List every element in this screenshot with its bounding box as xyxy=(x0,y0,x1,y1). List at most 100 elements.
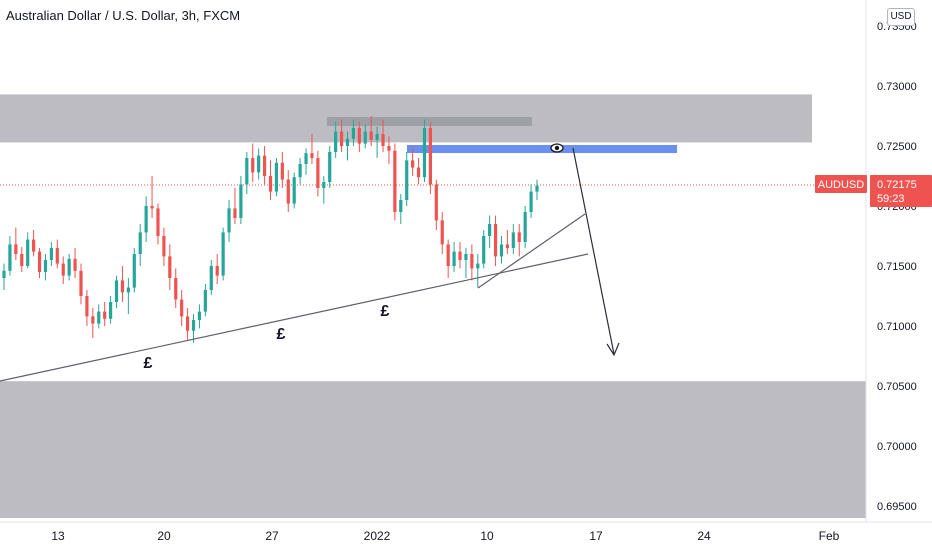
candle xyxy=(488,224,492,236)
trendline-long xyxy=(0,253,589,382)
candle xyxy=(180,299,184,317)
candle xyxy=(239,184,243,218)
candle xyxy=(262,155,267,176)
candle xyxy=(209,266,213,290)
candle xyxy=(43,260,48,272)
candle xyxy=(120,280,125,293)
candle xyxy=(351,128,356,139)
y-tick-label: 0.69500 xyxy=(877,501,917,513)
candle xyxy=(304,153,308,164)
candle xyxy=(452,251,456,266)
candle xyxy=(85,296,89,317)
candle xyxy=(393,150,397,212)
candle xyxy=(405,160,409,200)
candle xyxy=(446,244,450,266)
candle xyxy=(73,258,77,271)
candle xyxy=(251,158,255,173)
candle xyxy=(274,162,279,192)
x-tick-label: 20 xyxy=(157,529,171,543)
candle xyxy=(292,177,296,204)
candle xyxy=(529,191,533,212)
candle xyxy=(2,270,6,278)
candle xyxy=(493,224,498,257)
candle xyxy=(440,220,444,245)
candle xyxy=(191,320,196,331)
candle xyxy=(26,239,30,266)
candle xyxy=(156,208,160,236)
candle xyxy=(20,254,24,266)
annotation-label: £ xyxy=(381,303,390,320)
candle xyxy=(363,131,367,144)
candle xyxy=(8,244,12,271)
x-tick-label: 24 xyxy=(697,529,711,543)
price-tag: AUDUSD 0.72175 59:23 xyxy=(815,175,932,207)
candle xyxy=(464,254,468,260)
candle xyxy=(109,302,113,319)
candle xyxy=(144,206,148,233)
candle xyxy=(227,208,231,233)
candle xyxy=(126,287,130,293)
candle xyxy=(482,236,486,264)
chart-title: Australian Dollar / U.S. Dollar, 3h, FXC… xyxy=(6,8,241,23)
candle xyxy=(387,146,391,151)
candle xyxy=(268,176,273,192)
candle xyxy=(328,152,332,182)
candle xyxy=(114,280,119,302)
candle xyxy=(458,251,462,260)
last-price-label: 0.72175 xyxy=(877,179,917,191)
candle xyxy=(322,182,326,188)
candle xyxy=(505,244,509,248)
candle xyxy=(61,263,65,276)
candle xyxy=(32,239,36,252)
candle xyxy=(150,206,154,209)
y-tick-label: 0.70000 xyxy=(877,441,917,453)
symbol-tag xyxy=(815,175,867,193)
candle xyxy=(233,208,237,218)
candle xyxy=(428,128,432,185)
candle xyxy=(138,232,142,254)
candle xyxy=(168,256,172,278)
candle xyxy=(339,131,344,146)
annotation-label: £ xyxy=(144,355,153,372)
candle xyxy=(517,232,521,242)
candle xyxy=(476,263,480,269)
x-tick-label: 17 xyxy=(589,529,603,543)
x-tick-label: 27 xyxy=(265,529,279,543)
candle xyxy=(422,128,427,178)
support-zone xyxy=(0,381,866,518)
candle xyxy=(316,158,320,188)
candle xyxy=(334,131,338,152)
candle xyxy=(203,290,207,312)
candle xyxy=(470,254,474,269)
candle xyxy=(499,244,504,257)
x-tick-label: 2022 xyxy=(364,529,391,543)
projection-arrow-head xyxy=(606,342,620,357)
candle xyxy=(511,232,515,248)
currency-button[interactable]: USD xyxy=(887,8,915,26)
eye-icon xyxy=(550,143,564,153)
candle xyxy=(174,278,178,300)
candle xyxy=(37,251,42,272)
projection-arrow-line xyxy=(572,147,615,355)
candle xyxy=(286,179,290,204)
candle xyxy=(310,153,314,158)
x-tick-label: 10 xyxy=(480,529,494,543)
candle xyxy=(345,138,350,146)
candle xyxy=(245,158,249,185)
symbol-tag-label: AUDUSD xyxy=(818,179,865,191)
candle xyxy=(132,254,136,288)
candle xyxy=(381,134,385,146)
candle xyxy=(221,232,225,276)
gray-marker-bar xyxy=(327,117,532,126)
candle xyxy=(535,185,539,192)
last-price-tag xyxy=(870,175,932,207)
y-tick-label: 0.73000 xyxy=(877,81,917,93)
candle xyxy=(103,311,107,319)
y-tick-label: 0.72500 xyxy=(877,141,917,153)
x-tick-label: 13 xyxy=(51,529,65,543)
x-tick-label: Feb xyxy=(819,529,840,543)
candle xyxy=(357,128,361,144)
candle xyxy=(79,270,83,296)
